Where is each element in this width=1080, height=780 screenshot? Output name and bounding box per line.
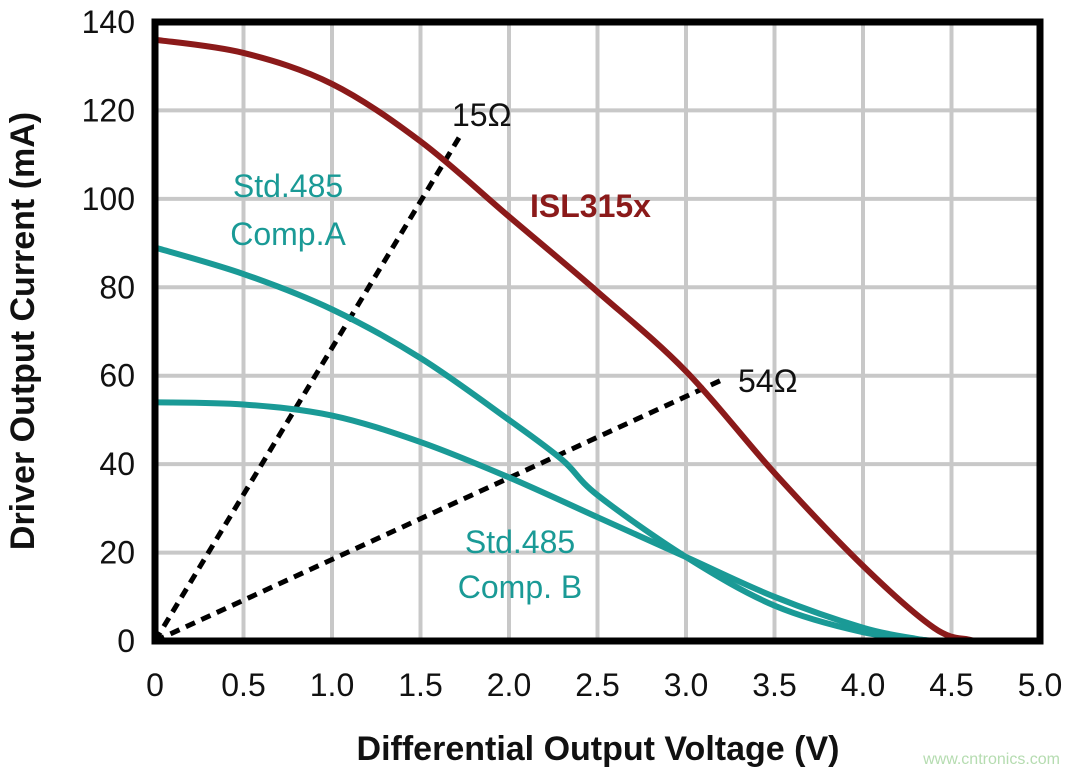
curves [152,36,990,645]
x-tick-label: 3.5 [752,667,796,703]
series-label-comp-a-line1: Std.485 [233,168,343,204]
series-line-0 [152,36,990,645]
x-tick-label: 2.5 [575,667,619,703]
series-label-comp-a-line2: Comp.A [230,216,346,252]
y-tick-label: 20 [99,535,135,571]
y-tick-label: 120 [82,92,135,128]
x-tick-label: 0.5 [221,667,265,703]
x-tick-label: 2.0 [487,667,531,703]
y-tick-label: 80 [99,269,135,305]
series-line-1 [152,244,937,644]
x-axis-label: Differential Output Voltage (V) [357,730,840,768]
x-tick-label: 1.5 [398,667,442,703]
watermark: www.cntronics.com [922,751,1060,768]
series-label-comp-b-line2: Comp. B [458,569,582,605]
x-tick-label: 1.0 [310,667,354,703]
series-label-isl315x: ISL315x [530,188,651,224]
series-label-comp-b-line1: Std.485 [465,524,575,560]
y-axis-label: Driver Output Current (mA) [4,112,42,550]
y-tick-label: 40 [99,446,135,482]
tick-labels: 0 0.5 1.0 1.5 2.0 2.5 3.0 3.5 4.0 4.5 5.0 0 20 40 60 80… [82,4,1063,703]
plot-frame [151,18,1044,645]
load-line-0 [152,135,462,643]
x-tick-label: 5.0 [1018,667,1062,703]
load-line-label-15: 15Ω [452,97,512,133]
x-tick-label: 4.5 [929,667,973,703]
y-tick-label: 60 [99,358,135,394]
curve-labels: 15Ω 54Ω ISL315x Std.485 Comp.A Std.485 C… [230,97,797,605]
load-line-label-54: 54Ω [738,363,798,399]
x-tick-label: 4.0 [841,667,885,703]
y-tick-label: 140 [82,4,135,40]
series-line-2 [152,399,937,644]
y-tick-label: 0 [117,623,135,659]
y-tick-label: 100 [82,181,135,217]
x-tick-label: 0 [146,667,164,703]
load-line-1 [153,377,723,644]
grid [153,20,1042,643]
x-tick-label: 3.0 [664,667,708,703]
